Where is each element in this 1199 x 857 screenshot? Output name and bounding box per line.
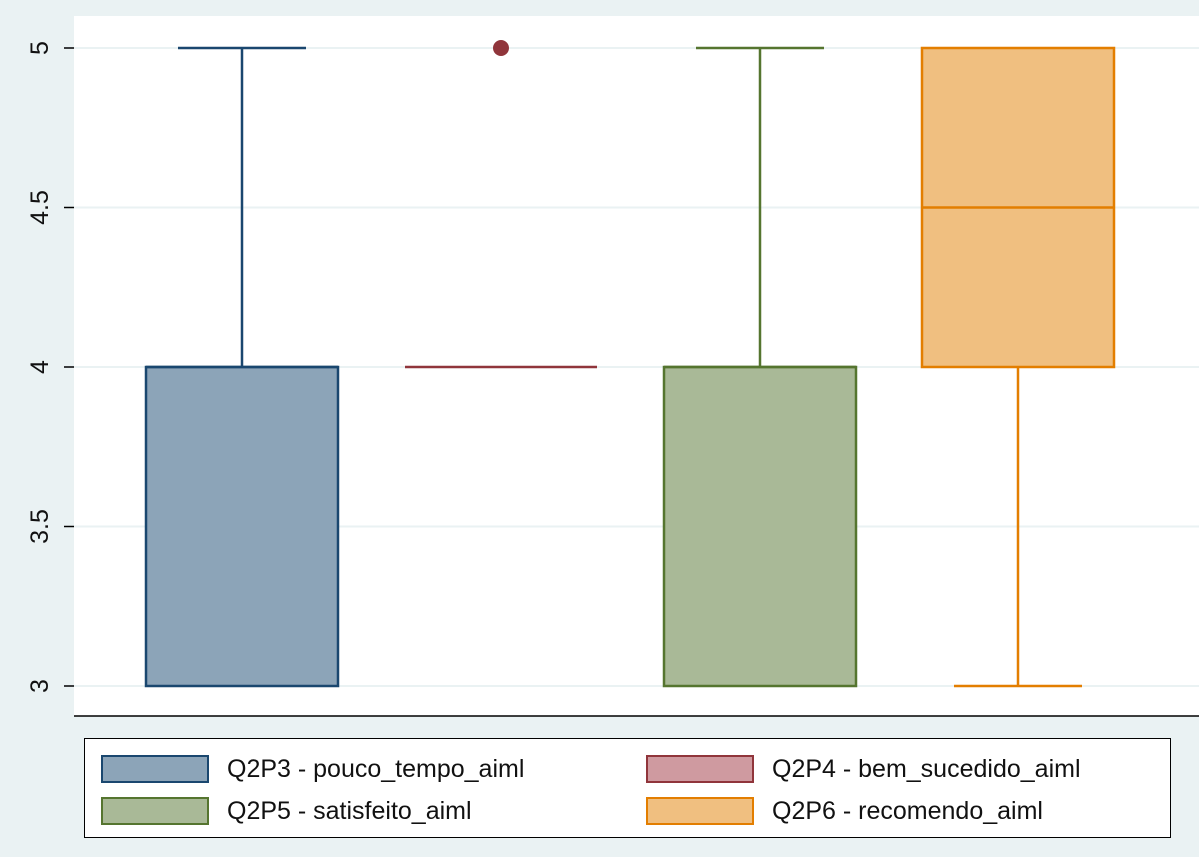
y-axis: 3 3.5 4 4.5 5 xyxy=(26,41,74,693)
legend-label-q2p3: Q2P3 - pouco_tempo_aiml xyxy=(227,754,525,783)
legend-item-q2p3: Q2P3 - pouco_tempo_aiml xyxy=(101,753,524,785)
y-tick-label: 3 xyxy=(26,679,54,693)
legend-swatch-q2p6 xyxy=(646,797,754,825)
legend-item-q2p5: Q2P5 - satisfeito_aiml xyxy=(101,795,472,827)
box-series-4 xyxy=(920,46,1116,688)
legend-label-q2p4: Q2P4 - bem_sucedido_aiml xyxy=(772,754,1081,783)
y-tick-label: 4 xyxy=(26,360,54,374)
legend-swatch-q2p4 xyxy=(646,755,754,783)
y-tick-label: 3.5 xyxy=(26,509,54,544)
box xyxy=(144,365,340,688)
legend: Q2P3 - pouco_tempo_aiml Q2P4 - bem_suced… xyxy=(84,738,1171,838)
legend-item-q2p4: Q2P4 - bem_sucedido_aiml xyxy=(646,753,1081,785)
box-series-1 xyxy=(144,46,340,688)
legend-item-q2p6: Q2P6 - recomendo_aiml xyxy=(646,795,1043,827)
legend-label-q2p5: Q2P5 - satisfeito_aiml xyxy=(227,796,472,825)
y-tick-label: 4.5 xyxy=(26,190,54,225)
boxes xyxy=(144,40,1116,688)
box-series-3 xyxy=(662,46,858,688)
y-tick-label: 5 xyxy=(26,41,54,55)
outlier-point xyxy=(493,40,509,56)
legend-swatch-q2p5 xyxy=(101,797,209,825)
box xyxy=(662,365,858,688)
legend-label-q2p6: Q2P6 - recomendo_aiml xyxy=(772,796,1043,825)
box-series-2 xyxy=(405,40,597,369)
legend-swatch-q2p3 xyxy=(101,755,209,783)
